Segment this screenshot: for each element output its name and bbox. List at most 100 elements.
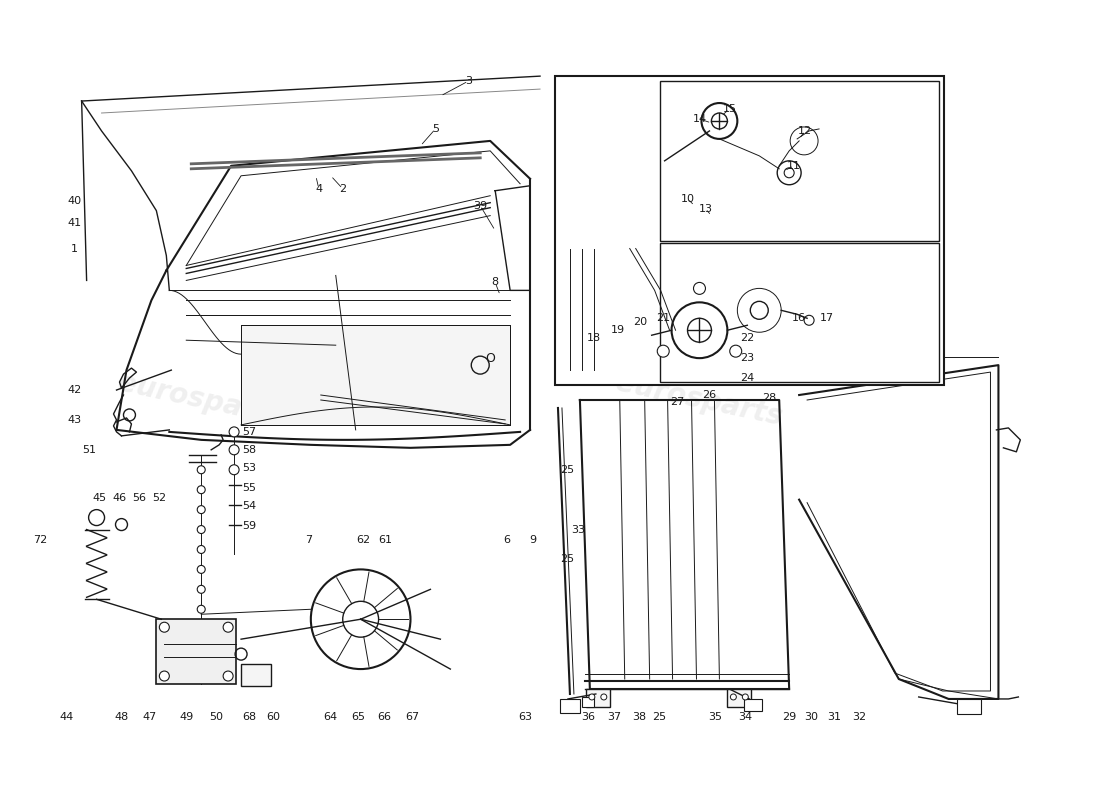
Text: 13: 13 — [698, 204, 713, 214]
Bar — [957, 699, 981, 714]
Text: 15: 15 — [723, 104, 736, 114]
Bar — [660, 242, 938, 382]
Text: 18: 18 — [586, 334, 601, 343]
Text: 52: 52 — [152, 493, 166, 502]
Text: 41: 41 — [67, 218, 81, 228]
Text: 29: 29 — [782, 712, 796, 722]
Text: 11: 11 — [788, 161, 801, 171]
Text: 60: 60 — [266, 712, 280, 722]
Circle shape — [730, 694, 736, 700]
Text: 67: 67 — [406, 712, 419, 722]
Text: eurosparts: eurosparts — [116, 369, 287, 431]
Text: 25: 25 — [560, 554, 574, 565]
Circle shape — [223, 671, 233, 681]
Circle shape — [658, 345, 669, 357]
Bar — [745, 699, 762, 711]
Text: 38: 38 — [632, 712, 647, 722]
Text: 5: 5 — [432, 124, 439, 134]
Circle shape — [160, 671, 169, 681]
Text: 31: 31 — [827, 712, 842, 722]
Text: 47: 47 — [142, 712, 156, 722]
Bar — [556, 76, 944, 385]
Text: 59: 59 — [242, 521, 256, 530]
Text: 10: 10 — [681, 194, 694, 204]
Circle shape — [229, 465, 239, 474]
Text: 39: 39 — [473, 201, 487, 210]
Text: 63: 63 — [518, 712, 532, 722]
Text: 44: 44 — [59, 712, 74, 722]
Circle shape — [160, 622, 169, 632]
Bar — [660, 81, 938, 241]
Circle shape — [197, 466, 206, 474]
Text: 50: 50 — [209, 712, 223, 722]
Text: 24: 24 — [740, 373, 755, 383]
Bar — [582, 697, 594, 707]
Text: 22: 22 — [740, 334, 755, 343]
Text: 48: 48 — [114, 712, 129, 722]
Circle shape — [742, 694, 748, 700]
Text: 25: 25 — [560, 465, 574, 474]
Text: 61: 61 — [378, 534, 393, 545]
Text: 33: 33 — [571, 525, 585, 534]
Text: 23: 23 — [740, 353, 755, 363]
Text: 19: 19 — [610, 326, 625, 335]
Text: 56: 56 — [132, 493, 146, 502]
Text: 34: 34 — [738, 712, 752, 722]
Text: 40: 40 — [67, 196, 81, 206]
Polygon shape — [241, 326, 510, 425]
Text: 64: 64 — [323, 712, 338, 722]
Text: 14: 14 — [692, 114, 706, 124]
Text: 43: 43 — [67, 415, 81, 425]
Text: 68: 68 — [242, 712, 256, 722]
Text: 9: 9 — [529, 534, 537, 545]
Text: 21: 21 — [657, 314, 671, 323]
Text: 57: 57 — [242, 427, 256, 437]
Text: 8: 8 — [492, 278, 498, 287]
Text: 55: 55 — [242, 482, 256, 493]
Text: 3: 3 — [465, 76, 472, 86]
Text: 42: 42 — [67, 385, 81, 395]
Text: 54: 54 — [242, 501, 256, 510]
Text: 45: 45 — [92, 493, 107, 502]
Text: 51: 51 — [82, 445, 97, 455]
Circle shape — [197, 526, 206, 534]
Bar — [560, 699, 580, 713]
Text: 28: 28 — [762, 393, 777, 403]
Circle shape — [229, 445, 239, 455]
Text: 7: 7 — [306, 534, 312, 545]
Text: 12: 12 — [798, 126, 812, 136]
Bar — [727, 689, 751, 707]
Circle shape — [197, 566, 206, 574]
Text: 65: 65 — [352, 712, 365, 722]
Text: 46: 46 — [112, 493, 126, 502]
Text: eurosparts: eurosparts — [614, 369, 785, 431]
Bar — [586, 689, 609, 707]
Text: 72: 72 — [33, 534, 47, 545]
Text: 25: 25 — [652, 712, 667, 722]
Circle shape — [588, 694, 595, 700]
Text: 66: 66 — [377, 712, 392, 722]
Text: 2: 2 — [339, 184, 346, 194]
Circle shape — [197, 486, 206, 494]
Circle shape — [197, 506, 206, 514]
Text: O: O — [485, 352, 495, 365]
Text: 36: 36 — [581, 712, 595, 722]
Bar — [156, 619, 236, 684]
Circle shape — [223, 622, 233, 632]
Text: 16: 16 — [792, 314, 806, 323]
Text: 53: 53 — [242, 462, 256, 473]
Text: 20: 20 — [632, 318, 647, 327]
Text: 26: 26 — [703, 390, 716, 400]
Text: 58: 58 — [242, 445, 256, 455]
Circle shape — [229, 427, 239, 437]
Circle shape — [693, 282, 705, 294]
Text: 37: 37 — [607, 712, 620, 722]
Text: 32: 32 — [851, 712, 866, 722]
Text: 27: 27 — [670, 397, 684, 407]
Text: 6: 6 — [504, 534, 510, 545]
Text: 35: 35 — [708, 712, 723, 722]
Text: 4: 4 — [316, 184, 322, 194]
Circle shape — [601, 694, 607, 700]
Text: 17: 17 — [820, 314, 834, 323]
Text: 49: 49 — [179, 712, 194, 722]
